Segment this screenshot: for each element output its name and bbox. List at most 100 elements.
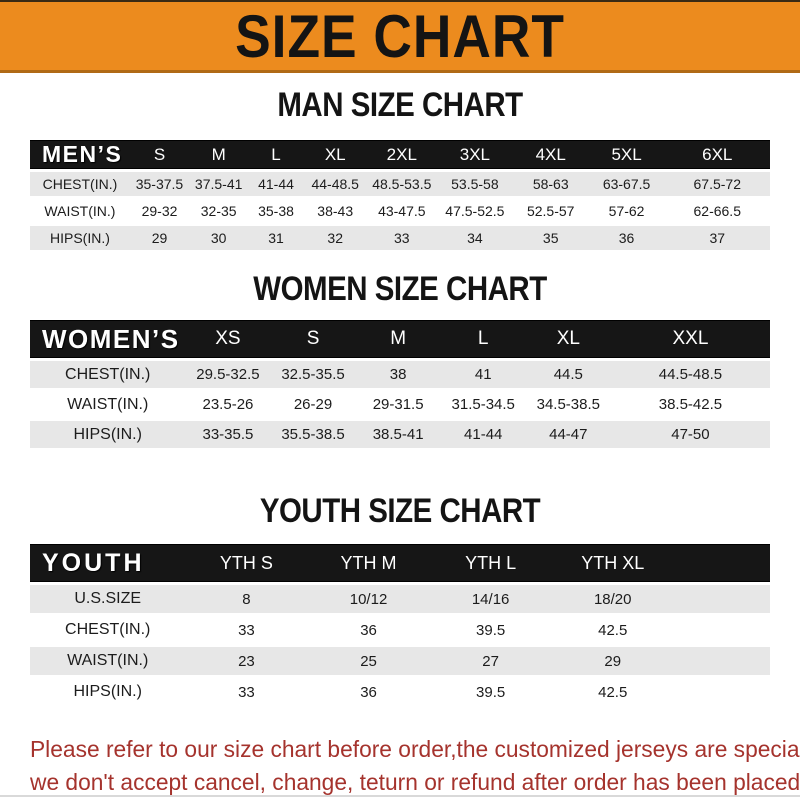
value-cell: 47.5-52.5 [436,199,513,223]
size-table: MEN’S S M L XL 2XL 3XL 4XL 5XL 6XL CHEST(IN.) 35-37… [30,137,770,253]
value-cell: 23 [185,647,308,675]
value-cell: 33 [366,226,437,250]
size-table: YOUTH YTH S YTH M YTH L YTH XL U.S.SIZE 8 10/12… [30,541,770,709]
value-cell [673,616,770,644]
size-header-cell [673,544,770,582]
value-cell: 36 [307,616,430,644]
row-label-cell: WAIST(IN.) [30,199,130,223]
row-label-cell: CHEST(IN.) [30,172,130,196]
value-cell: 30 [189,226,249,250]
value-cell: 31.5-34.5 [440,391,526,418]
order-policy-note: Please refer to our size chart before or… [30,733,800,799]
value-cell [673,585,770,613]
value-cell: 44.5-48.5 [610,361,770,388]
size-header-cell: YTH XL [551,544,674,582]
value-cell: 44-48.5 [303,172,367,196]
table-row: WAIST(IN.) 29-32 32-35 35-38 38-43 43-47.5 47.… [30,199,770,223]
value-cell: 8 [185,585,308,613]
table-row: HIPS(IN.) 29 30 31 32 33 34 35 36 37 [30,226,770,250]
value-cell: 27 [429,647,552,675]
value-cell: 52.5-57 [512,199,589,223]
value-cell: 34.5-38.5 [525,391,611,418]
value-cell: 67.5-72 [664,172,770,196]
value-cell: 25 [307,647,430,675]
value-cell: 48.5-53.5 [366,172,437,196]
table-header-row: YOUTH YTH S YTH M YTH L YTH XL [30,544,770,582]
value-cell: 35-38 [248,199,304,223]
row-label-cell: WAIST(IN.) [30,647,186,675]
value-cell: 33 [185,616,308,644]
value-cell: 14/16 [429,585,552,613]
order-policy-line2: we don't accept cancel, change, teturn o… [30,769,800,795]
value-cell: 29-32 [129,199,190,223]
table-header-row: MEN’S S M L XL 2XL 3XL 4XL 5XL 6XL [30,140,770,169]
row-label-cell: HIPS(IN.) [30,421,186,448]
size-header-cell: XXL [610,320,770,358]
row-label-cell: CHEST(IN.) [30,616,186,644]
size-header-cell: 6XL [664,140,770,169]
value-cell: 33 [185,678,308,706]
value-cell: 47-50 [610,421,770,448]
value-cell [673,678,770,706]
value-cell: 44.5 [525,361,611,388]
value-cell: 10/12 [307,585,430,613]
table-title-cell: MEN’S [30,140,130,169]
table-row: HIPS(IN.) 33 36 39.5 42.5 [30,678,770,706]
table-row: CHEST(IN.) 29.5-32.5 32.5-35.5 38 41 44.5 44.5… [30,361,770,388]
row-label-cell: WAIST(IN.) [30,391,186,418]
value-cell: 31 [248,226,304,250]
page-title: SIZE CHART [235,1,565,71]
value-cell: 62-66.5 [664,199,770,223]
value-cell: 35-37.5 [129,172,190,196]
value-cell: 38.5-41 [355,421,441,448]
value-cell: 43-47.5 [366,199,437,223]
table-row: WAIST(IN.) 23 25 27 29 [30,647,770,675]
men-size-table: MEN’S S M L XL 2XL 3XL 4XL 5XL 6XL CHEST(IN.) 35-37… [30,137,770,253]
row-label-cell: U.S.SIZE [30,585,186,613]
value-cell: 36 [588,226,665,250]
size-header-cell: YTH S [185,544,308,582]
women-size-table: WOMEN’S XS S M L XL XXL CHEST(IN.) 29.5-32.5 32.5… [30,317,770,451]
size-chart-banner: SIZE CHART [0,0,800,73]
table-title-cell: WOMEN’S [30,320,186,358]
value-cell: 36 [307,678,430,706]
table-row: WAIST(IN.) 23.5-26 26-29 29-31.5 31.5-34.5 34… [30,391,770,418]
value-cell: 37.5-41 [189,172,249,196]
value-cell: 57-62 [588,199,665,223]
size-header-cell: YTH M [307,544,430,582]
value-cell: 32.5-35.5 [270,361,356,388]
value-cell: 41-44 [440,421,526,448]
order-policy-line1: Please refer to our size chart before or… [30,736,800,762]
size-header-cell: 3XL [436,140,513,169]
size-header-cell: S [270,320,356,358]
value-cell: 34 [436,226,513,250]
value-cell: 35 [512,226,589,250]
size-table: WOMEN’S XS S M L XL XXL CHEST(IN.) 29.5-32.5 32.5… [30,317,770,451]
size-header-cell: XL [525,320,611,358]
value-cell: 38.5-42.5 [610,391,770,418]
size-header-cell: S [129,140,190,169]
value-cell: 63-67.5 [588,172,665,196]
value-cell: 39.5 [429,678,552,706]
youth-size-table: YOUTH YTH S YTH M YTH L YTH XL U.S.SIZE 8 10/12… [30,541,770,709]
value-cell: 33-35.5 [185,421,271,448]
size-header-cell: XL [303,140,367,169]
value-cell: 38 [355,361,441,388]
value-cell [673,647,770,675]
value-cell: 42.5 [551,616,674,644]
value-cell: 29.5-32.5 [185,361,271,388]
value-cell: 41 [440,361,526,388]
size-header-cell: L [440,320,526,358]
value-cell: 37 [664,226,770,250]
row-label-cell: HIPS(IN.) [30,678,186,706]
bottom-divider [0,795,800,797]
value-cell: 42.5 [551,678,674,706]
value-cell: 29-31.5 [355,391,441,418]
row-label-cell: HIPS(IN.) [30,226,130,250]
table-row: U.S.SIZE 8 10/12 14/16 18/20 [30,585,770,613]
men-section-heading: MAN SIZE CHART [277,84,523,125]
value-cell: 29 [551,647,674,675]
value-cell: 29 [129,226,190,250]
value-cell: 26-29 [270,391,356,418]
table-row: CHEST(IN.) 35-37.5 37.5-41 41-44 44-48.5 48.5… [30,172,770,196]
